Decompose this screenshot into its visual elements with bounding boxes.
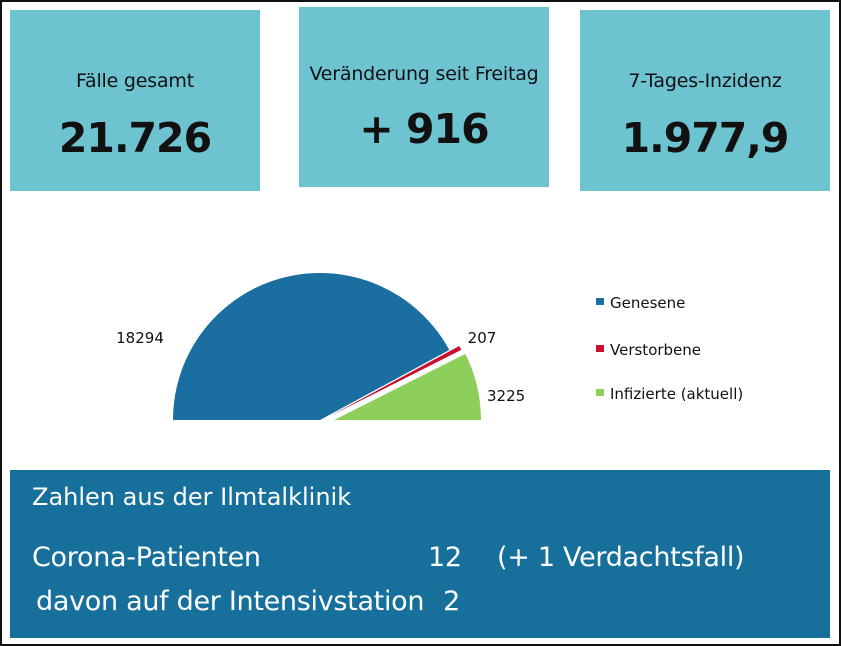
legend-label: Infizierte (aktuell): [610, 385, 743, 403]
kpi-label: Fälle gesamt: [76, 70, 194, 92]
kpi-label: 7-Tages-Inzidenz: [628, 70, 782, 92]
kpi-card-change-since-friday: Veränderung seit Freitag + 916: [299, 7, 549, 187]
kpi-label: Veränderung seit Freitag: [309, 63, 539, 85]
kpi-value: 21.726: [58, 114, 212, 162]
clinic-row-label: davon auf der Intensivstation: [36, 586, 425, 617]
data-label: 3225: [487, 387, 525, 405]
clinic-row-count: 2: [443, 586, 460, 617]
data-label: 18294: [116, 329, 164, 347]
clinic-row-label: Corona-Patienten: [32, 542, 261, 573]
clinic-title: Zahlen aus der Ilmtalklinik: [32, 483, 352, 511]
pie-slice-genesene: [173, 272, 450, 420]
pie-slice-infizierte-aktuell: [334, 353, 481, 420]
legend-label: Genesene: [610, 294, 685, 312]
pie-slice-verstorbene: [330, 346, 462, 416]
kpi-card-cases-total: Fälle gesamt 21.726: [10, 10, 260, 191]
kpi-value: 1.977,9: [621, 114, 790, 162]
clinic-row-count: 12: [428, 542, 462, 573]
kpi-card-incidence: 7-Tages-Inzidenz 1.977,9: [580, 10, 830, 191]
data-label: 207: [468, 329, 497, 347]
clinic-panel: Zahlen aus der Ilmtalklinik Corona-Patie…: [10, 470, 830, 638]
legend-swatch: [596, 389, 604, 396]
legend-swatch: [596, 298, 604, 305]
kpi-value: + 916: [359, 105, 489, 153]
case-status-chart: 18294 207 3225 Genesene Verstorbene Infiziert…: [116, 272, 743, 420]
clinic-row-note: (+ 1 Verdachtsfall): [497, 542, 745, 573]
legend-swatch: [596, 345, 604, 352]
legend-label: Verstorbene: [610, 341, 701, 359]
